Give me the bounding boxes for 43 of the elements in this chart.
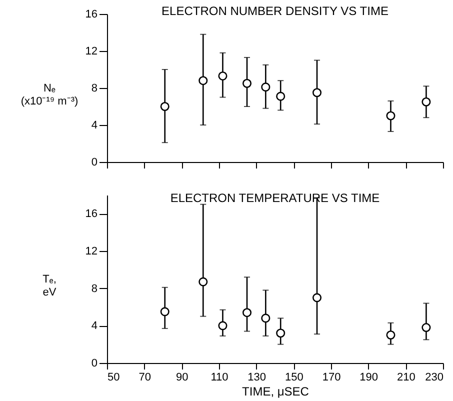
y-tick-label: 12 — [85, 246, 98, 258]
point — [160, 307, 170, 316]
point — [218, 321, 228, 330]
x-tick-label: 50 — [108, 372, 120, 384]
point — [261, 82, 270, 92]
point — [386, 330, 396, 340]
x-tick-label: 210 — [396, 372, 416, 384]
x-tick-label: 170 — [322, 372, 341, 384]
chart-title: ELECTRON NUMBER DENSITY VS TIME — [162, 4, 388, 18]
point — [160, 102, 170, 112]
y-tick-label: 16 — [85, 8, 98, 20]
point — [312, 293, 322, 302]
y-tick-label: 0 — [91, 156, 98, 168]
point — [198, 277, 208, 286]
point — [198, 76, 208, 86]
x-tick-label: 130 — [248, 372, 266, 384]
y-tick-label: 4 — [91, 120, 98, 132]
y-tick-label: 12 — [85, 46, 98, 58]
x-tick-label: 150 — [284, 372, 304, 384]
point — [276, 92, 286, 101]
x-tick-label: 230 — [425, 372, 444, 384]
point — [218, 71, 228, 80]
point — [261, 314, 270, 323]
point — [422, 97, 431, 106]
x-tick-label: 70 — [138, 372, 151, 384]
y-tick-label: 8 — [91, 282, 98, 295]
point — [242, 308, 252, 318]
x-tick-label: 190 — [360, 372, 378, 384]
chart-title: ELECTRON TEMPERATURE VS TIME — [170, 191, 380, 205]
point — [422, 323, 431, 332]
point — [276, 328, 286, 338]
point — [386, 111, 396, 120]
x-axis-title: TIME, μSEC — [242, 384, 310, 398]
x-tick-label: 90 — [176, 372, 188, 384]
y-tick-label: 4 — [91, 320, 98, 332]
y-axis-title: Tₑ, eV — [42, 274, 57, 298]
x-tick-label: 110 — [210, 372, 228, 384]
y-tick-label: 0 — [91, 358, 98, 370]
y-tick-label: 16 — [85, 208, 98, 220]
point — [312, 88, 322, 98]
y-tick-label: 8 — [91, 82, 98, 94]
y-axis-title: Nₑ (x10⁻¹⁹ m⁻³) — [20, 82, 78, 108]
point — [242, 78, 252, 88]
